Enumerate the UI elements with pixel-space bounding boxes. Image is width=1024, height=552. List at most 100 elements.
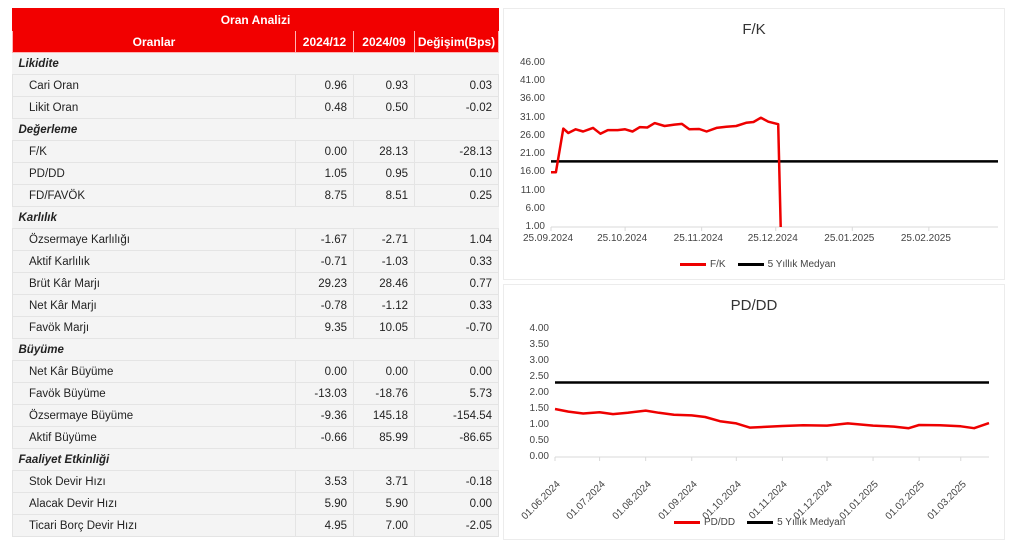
value-2024-09: -1.12 <box>353 294 415 317</box>
fk-chart-panel: F/K 46.00 41.00 36.00 31.00 26.00 21.00 16.00 1… <box>503 8 1005 280</box>
section-title: Likidite <box>12 52 499 75</box>
section-header-row: Likidite <box>12 52 499 75</box>
y-tick-label: 2.50 <box>529 371 549 382</box>
value-change: 1.04 <box>413 228 500 251</box>
value-2024-09: -2.71 <box>353 228 415 251</box>
value-2024-12: 8.75 <box>295 184 354 207</box>
x-tick-label: 25.09.2024 <box>523 233 574 244</box>
row-label: Favök Marjı <box>12 316 296 339</box>
row-label: F/K <box>12 140 296 163</box>
y-tick-label: 0.00 <box>529 451 549 462</box>
value-2024-09: 85.99 <box>353 426 415 449</box>
value-change: 0.25 <box>413 184 500 207</box>
table-row: Favök Marjı 9.35 10.05 -0.70 <box>12 316 500 339</box>
table-row: Alacak Devir Hızı 5.90 5.90 0.00 <box>12 492 500 515</box>
pddd-legend-label-series: PD/DD <box>704 517 736 528</box>
value-2024-09: -1.03 <box>353 250 415 273</box>
value-2024-09: 28.46 <box>353 272 415 295</box>
column-header-2024-12: 2024/12 <box>295 30 354 53</box>
pddd-plot-area <box>554 381 990 461</box>
x-tick-label: 25.12.2024 <box>747 233 798 244</box>
y-tick-label: 21.00 <box>519 148 545 160</box>
row-label: Cari Oran <box>12 74 296 97</box>
y-tick-label: 36.00 <box>519 93 545 105</box>
value-change: 0.10 <box>413 162 500 185</box>
pddd-legend-label-median: 5 Yıllık Medyan <box>777 517 846 528</box>
ratio-analysis-table: Oran Analizi Oranlar 2024/12 2024/09 Değ… <box>11 8 500 537</box>
y-tick-label: 1.00 <box>525 221 545 232</box>
y-tick-label: 26.00 <box>519 129 545 141</box>
y-tick-label: 0.50 <box>529 435 549 446</box>
row-label: Net Kâr Büyüme <box>12 360 296 383</box>
value-2024-12: 3.53 <box>295 470 354 493</box>
fk-legend-label-median: 5 Yıllık Medyan <box>767 259 836 270</box>
value-2024-12: 29.23 <box>295 272 354 295</box>
table-row: FD/FAVÖK 8.75 8.51 0.25 <box>12 184 500 207</box>
section-header-row: Faaliyet Etkinliği <box>12 448 499 471</box>
y-tick-label: 46.00 <box>519 57 545 68</box>
y-tick-label: 31.00 <box>519 111 545 123</box>
value-2024-09: 8.51 <box>353 184 415 207</box>
section-title: Değerleme <box>12 118 499 141</box>
value-change: 5.73 <box>413 382 500 405</box>
row-label: Alacak Devir Hızı <box>12 492 296 515</box>
value-2024-09: 145.18 <box>353 404 415 427</box>
table-row: Cari Oran 0.96 0.93 0.03 <box>12 74 500 97</box>
value-change: -0.70 <box>413 316 500 339</box>
row-label: FD/FAVÖK <box>12 184 296 207</box>
value-change: -86.65 <box>413 426 500 449</box>
row-label: Aktif Büyüme <box>12 426 296 449</box>
value-2024-12: -13.03 <box>295 382 354 405</box>
y-tick-label: 2.00 <box>529 387 549 398</box>
value-change: 0.33 <box>413 250 500 273</box>
table-row: Özsermaye Büyüme -9.36 145.18 -154.54 <box>12 404 500 427</box>
y-tick-label: 1.50 <box>529 403 549 414</box>
fk-legend-label-series: F/K <box>710 259 726 270</box>
pddd-legend-swatch-median <box>747 521 774 524</box>
value-2024-09: 3.71 <box>353 470 415 493</box>
value-change: 0.77 <box>413 272 500 295</box>
column-header-ratios: Oranlar <box>12 30 296 53</box>
y-tick-label: 3.00 <box>529 355 549 366</box>
table-row: Net Kâr Marjı -0.78 -1.12 0.33 <box>12 294 500 317</box>
row-label: Özsermaye Karlılığı <box>12 228 296 251</box>
series-line <box>551 116 782 228</box>
value-2024-12: 9.35 <box>295 316 354 339</box>
table-row: Özsermaye Karlılığı -1.67 -2.71 1.04 <box>12 228 500 251</box>
value-2024-12: 0.00 <box>295 140 354 163</box>
table-row: PD/DD 1.05 0.95 0.10 <box>12 162 500 185</box>
section-title: Faaliyet Etkinliği <box>12 448 499 471</box>
value-2024-12: -0.78 <box>295 294 354 317</box>
series-line <box>554 407 990 430</box>
fk-plot-area <box>550 116 998 231</box>
fk-legend-swatch-series <box>680 263 706 266</box>
value-2024-12: -0.66 <box>295 426 354 449</box>
value-2024-12: -9.36 <box>295 404 354 427</box>
value-2024-12: -1.67 <box>295 228 354 251</box>
x-tick-label: 25.02.2025 <box>900 233 951 244</box>
pddd-legend-swatch-series <box>674 521 700 524</box>
row-label: Stok Devir Hızı <box>12 470 296 493</box>
row-label: Net Kâr Marjı <box>12 294 296 317</box>
value-2024-12: -0.71 <box>295 250 354 273</box>
value-2024-09: 0.50 <box>353 96 415 119</box>
section-header-row: Büyüme <box>12 338 499 361</box>
value-2024-12: 5.90 <box>295 492 354 515</box>
row-label: Favök Büyüme <box>12 382 296 405</box>
y-tick-label: 41.00 <box>519 75 545 87</box>
pddd-chart-panel: PD/DD 4.00 3.50 3.00 2.50 2.00 1.50 1.00 0.50 0.… <box>503 284 1005 540</box>
section-header-row: Değerleme <box>12 118 499 141</box>
column-header-change: Değişim(Bps) <box>413 30 500 53</box>
value-2024-09: 0.00 <box>353 360 415 383</box>
value-2024-09: -18.76 <box>353 382 415 405</box>
y-tick-label: 4.00 <box>529 323 549 334</box>
row-label: Brüt Kâr Marjı <box>12 272 296 295</box>
value-2024-09: 5.90 <box>353 492 415 515</box>
value-change: -154.54 <box>413 404 500 427</box>
section-title: Büyüme <box>12 338 499 361</box>
row-label: Ticari Borç Devir Hızı <box>12 514 296 537</box>
table-title: Oran Analizi <box>11 8 500 31</box>
y-tick-label: 11.00 <box>520 184 545 196</box>
value-2024-12: 0.00 <box>295 360 354 383</box>
fk-chart-title: F/K <box>742 21 766 38</box>
